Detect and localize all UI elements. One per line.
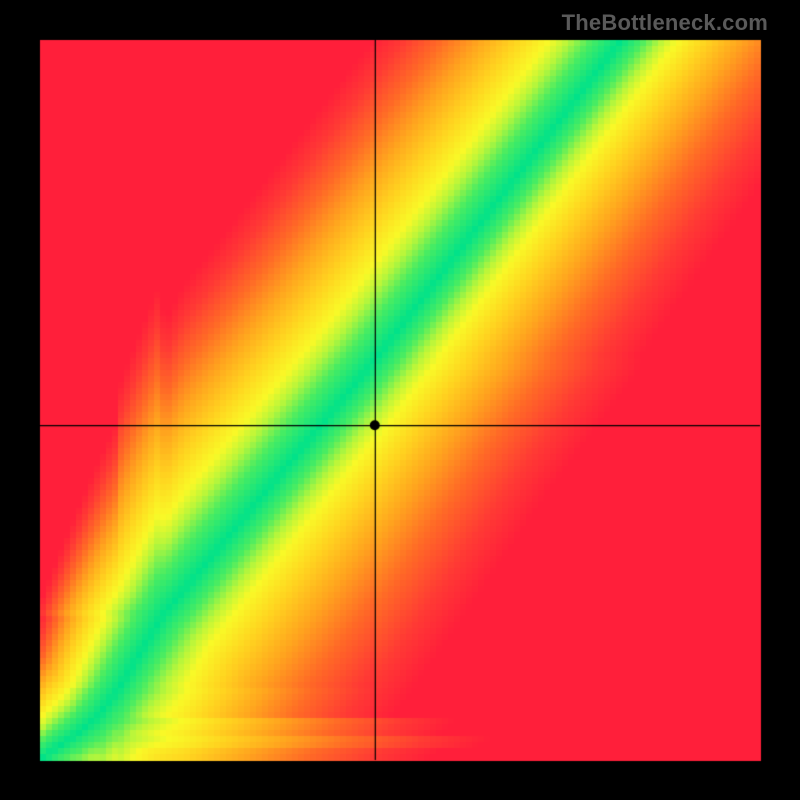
watermark-text: TheBottleneck.com	[562, 10, 768, 36]
chart-container: TheBottleneck.com	[0, 0, 800, 800]
bottleneck-heatmap	[0, 0, 800, 800]
